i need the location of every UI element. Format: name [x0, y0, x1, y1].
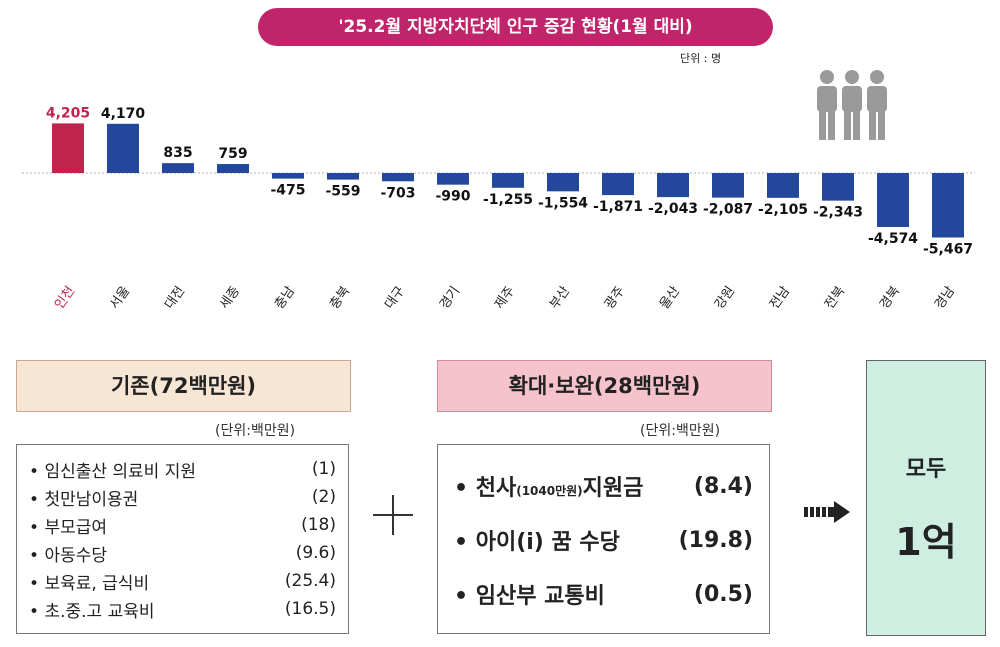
value-label: -990 — [435, 189, 470, 205]
list-item: 초.중.고 교육비 (16.5) — [29, 595, 336, 623]
people-icon — [817, 70, 887, 140]
item-value: (2) — [311, 487, 336, 507]
bar-서울 — [107, 123, 139, 173]
chart-title: '25.2월 지방자치단체 인구 증감 현황(1월 대비) — [258, 8, 773, 46]
value-label: -2,105 — [758, 202, 808, 218]
value-label: -2,087 — [703, 202, 753, 218]
category-label: 대구 — [382, 284, 408, 312]
value-label: -559 — [325, 184, 360, 200]
value-label: -1,554 — [538, 195, 588, 211]
item-label: 아동수당 — [29, 541, 107, 566]
list-item: 첫만남이용권 (2) — [29, 483, 336, 511]
category-label: 전북 — [822, 284, 848, 312]
bar-대전 — [162, 163, 194, 173]
bar-강원 — [712, 173, 744, 198]
population-bar-chart: 4,205 인천 4,170 서울 835 대전 759 세종 -475 충남 -559 충북 -703… — [22, 105, 975, 312]
item-label: 천사(1040만원)지원금 — [454, 470, 644, 502]
item-value: (18) — [301, 515, 336, 535]
value-label: -1,871 — [593, 199, 643, 215]
item-value: (19.8) — [678, 527, 753, 553]
value-label: 4,205 — [46, 105, 90, 121]
bar-경기 — [437, 173, 469, 185]
bar-전북 — [822, 173, 854, 201]
item-label: 부모급여 — [29, 513, 107, 538]
arrow-right-icon — [804, 501, 850, 523]
item-label: 보육료, 급식비 — [29, 569, 149, 594]
category-label: 광주 — [602, 284, 628, 312]
existing-list: 임신출산 의료비 지원 (1) 첫만남이용권 (2) 부모급여 (18) 아동수… — [16, 444, 349, 634]
item-label-small: (1040만원) — [516, 484, 583, 498]
expanded-unit: (단위:백만원) — [640, 423, 721, 439]
category-label: 경북 — [877, 284, 903, 312]
value-label: -5,467 — [923, 242, 973, 258]
bar-대구 — [382, 173, 414, 182]
value-label: -2,343 — [813, 205, 863, 221]
category-label: 세종 — [217, 284, 243, 312]
item-label-tail: 지원금 — [582, 476, 644, 501]
item-value: (0.5) — [693, 581, 753, 607]
bar-인천 — [52, 123, 84, 173]
category-label: 충북 — [327, 284, 353, 312]
list-item: 아이(i) 꿈 수당 (19.8) — [454, 513, 753, 567]
list-item: 임산부 교통비 (0.5) — [454, 567, 753, 621]
item-label-main: 천사 — [475, 476, 517, 501]
item-label: 첫만남이용권 — [29, 485, 138, 510]
result-box: 모두 1억 — [866, 360, 986, 636]
item-value: (9.6) — [295, 543, 336, 563]
category-label: 대전 — [162, 284, 188, 312]
item-label: 초.중.고 교육비 — [29, 597, 154, 622]
expanded-header: 확대·보완(28백만원) — [437, 360, 772, 412]
list-item: 천사(1040만원)지원금 (8.4) — [454, 459, 753, 513]
result-label: 모두 — [905, 457, 947, 482]
bar-경북 — [877, 173, 909, 227]
existing-header: 기존(72백만원) — [16, 360, 351, 412]
value-label: 759 — [218, 146, 247, 162]
item-label: 임산부 교통비 — [454, 578, 605, 610]
item-label: 아이(i) 꿈 수당 — [454, 524, 620, 556]
list-item: 보육료, 급식비 (25.4) — [29, 567, 336, 595]
value-label: -2,043 — [648, 201, 698, 217]
item-value: (1) — [311, 459, 336, 479]
bar-세종 — [217, 164, 249, 173]
category-label: 인천 — [52, 284, 78, 312]
category-label: 경남 — [932, 284, 958, 312]
item-value: (8.4) — [693, 473, 753, 499]
list-item: 임신출산 의료비 지원 (1) — [29, 455, 336, 483]
value-label: -475 — [270, 183, 305, 199]
bar-울산 — [657, 173, 689, 198]
list-item: 부모급여 (18) — [29, 511, 336, 539]
item-label: 임신출산 의료비 지원 — [29, 457, 196, 482]
bar-충남 — [272, 173, 304, 179]
bar-광주 — [602, 173, 634, 196]
value-label: 4,170 — [101, 106, 146, 122]
category-label: 제주 — [492, 284, 518, 312]
item-value: (16.5) — [284, 599, 336, 619]
category-label: 서울 — [107, 284, 133, 312]
value-label: -1,255 — [483, 192, 533, 208]
unit-label: 단위 : 명 — [680, 52, 722, 65]
value-label: 835 — [163, 145, 192, 161]
existing-unit: (단위:백만원) — [215, 423, 296, 439]
category-label: 충남 — [272, 284, 298, 312]
expanded-list: 천사(1040만원)지원금 (8.4) 아이(i) 꿈 수당 (19.8) 임산… — [437, 444, 770, 634]
bar-제주 — [492, 173, 524, 188]
bar-전남 — [767, 173, 799, 198]
list-item: 아동수당 (9.6) — [29, 539, 336, 567]
value-label: -4,574 — [868, 231, 918, 247]
bar-경남 — [932, 173, 964, 238]
bar-부산 — [547, 173, 579, 192]
item-value: (25.4) — [284, 571, 336, 591]
category-label: 강원 — [712, 284, 738, 312]
result-value: 1억 — [895, 520, 957, 564]
category-label: 경기 — [437, 284, 463, 312]
category-label: 전남 — [767, 284, 793, 312]
value-label: -703 — [380, 185, 415, 201]
bar-충북 — [327, 173, 359, 180]
category-label: 부산 — [547, 284, 573, 312]
category-label: 울산 — [657, 284, 683, 312]
plus-icon — [373, 495, 413, 535]
